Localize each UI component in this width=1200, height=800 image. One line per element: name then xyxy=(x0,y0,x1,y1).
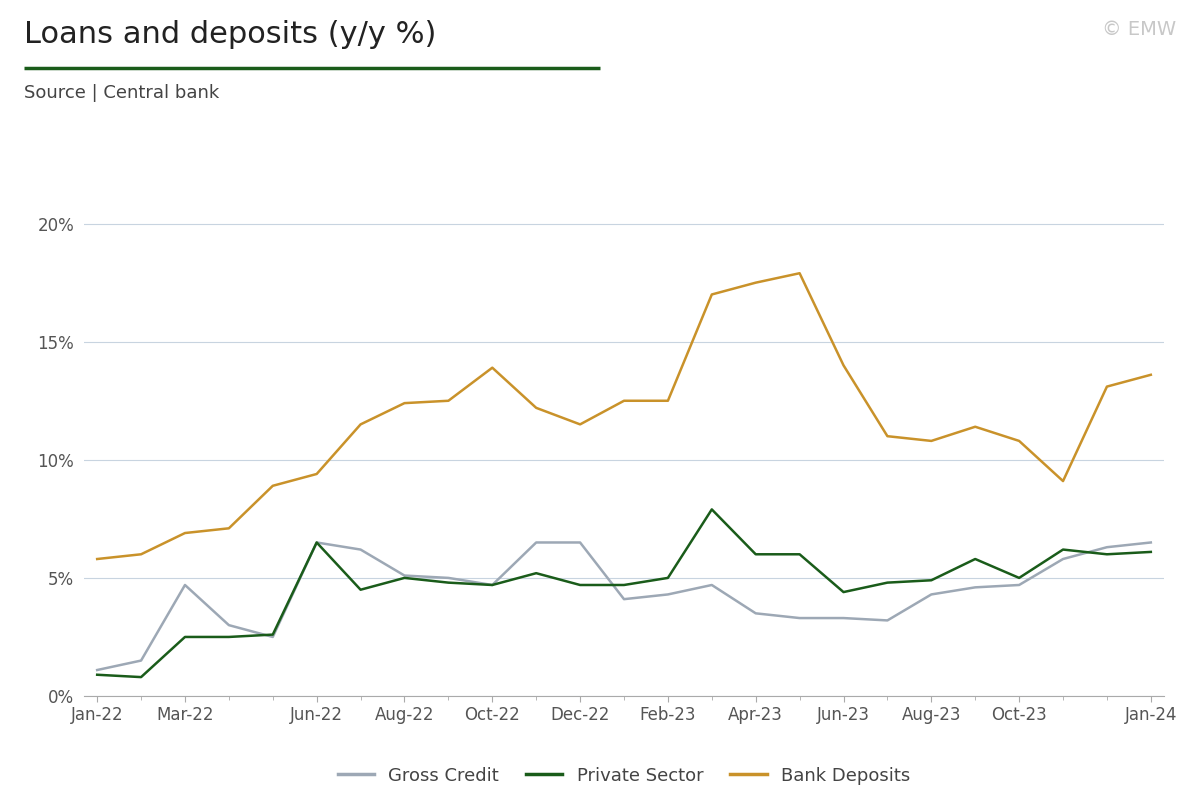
Legend: Gross Credit, Private Sector, Bank Deposits: Gross Credit, Private Sector, Bank Depos… xyxy=(330,759,918,792)
Text: Loans and deposits (y/y %): Loans and deposits (y/y %) xyxy=(24,20,437,49)
Text: Source | Central bank: Source | Central bank xyxy=(24,84,220,102)
Text: © EMW: © EMW xyxy=(1102,20,1176,39)
